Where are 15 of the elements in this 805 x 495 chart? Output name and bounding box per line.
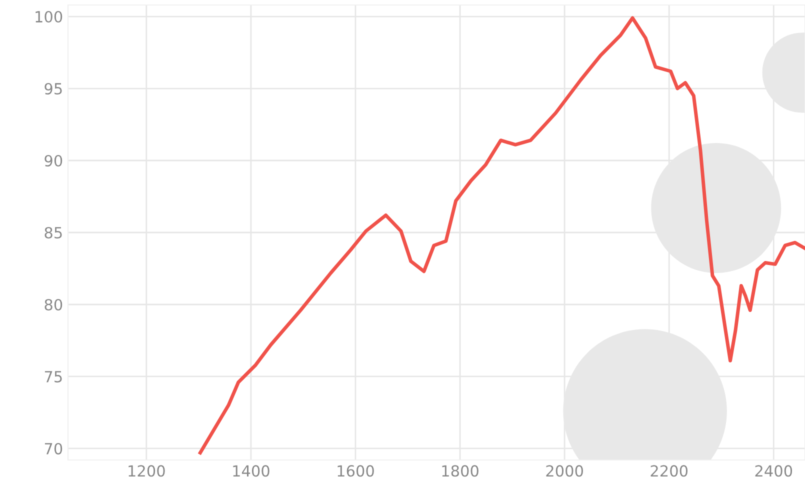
x-tick-label: 2200 [650,465,688,477]
y-tick-label: 80 [44,298,62,311]
y-tick-label: 95 [44,82,62,95]
y-tick-label: 75 [44,371,62,383]
y-tick-label: 85 [44,226,62,239]
y-tick-label: 70 [44,442,62,455]
y-tick-label: 100 [36,10,62,23]
x-tick-label: 1600 [338,465,374,477]
line-series [198,16,805,455]
x-tick-label: 1400 [233,465,270,477]
x-tick-label: 1800 [442,465,478,477]
x-tick-label: 2400 [755,465,792,477]
x-tick-label: 1200 [128,465,165,477]
x-tick-label: 2000 [546,465,583,477]
y-tick-label: 90 [44,154,62,167]
